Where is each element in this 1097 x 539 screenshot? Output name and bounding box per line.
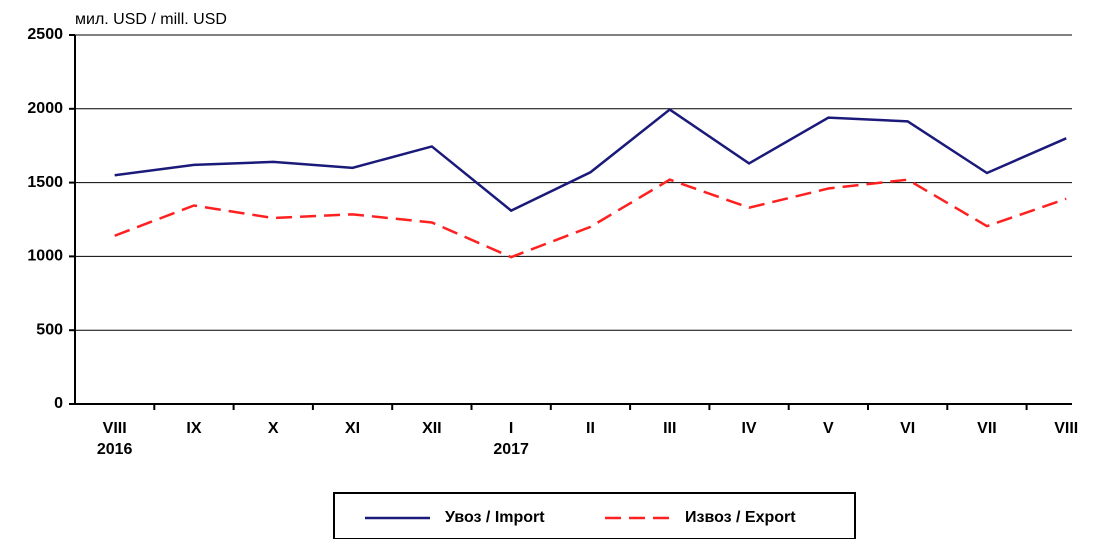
- series-line: [114, 178, 1067, 259]
- y-tick-label: 1000: [27, 248, 63, 265]
- y-tick-label: 2000: [27, 100, 63, 117]
- legend-label: Извоз / Export: [685, 509, 796, 526]
- x-tick-label: VI: [900, 420, 915, 437]
- legend-label: Увоз / Import: [445, 509, 545, 526]
- x-tick-year: 2016: [97, 441, 133, 458]
- x-tick-label: VIII: [103, 420, 127, 437]
- y-tick-label: 2500: [27, 26, 63, 43]
- x-tick-label: XII: [422, 420, 442, 437]
- y-tick-label: 500: [36, 321, 63, 338]
- series-line: [114, 107, 1067, 213]
- x-tick-label: I: [509, 420, 513, 437]
- x-tick-label: X: [268, 420, 279, 437]
- x-tick-year: 2017: [493, 441, 529, 458]
- x-tick-label: VIII: [1054, 420, 1078, 437]
- legend-box: [333, 492, 856, 539]
- x-tick-label: III: [663, 420, 676, 437]
- x-tick-label: IX: [186, 420, 201, 437]
- x-tick-label: VII: [977, 420, 997, 437]
- x-tick-label: V: [823, 420, 834, 437]
- x-tick-label: IV: [741, 420, 756, 437]
- y-tick-label: 1500: [27, 174, 63, 191]
- y-axis-label: мил. USD / mill. USD: [75, 11, 227, 28]
- y-tick-label: 0: [54, 395, 63, 412]
- x-tick-label: XI: [345, 420, 360, 437]
- x-tick-label: II: [586, 420, 595, 437]
